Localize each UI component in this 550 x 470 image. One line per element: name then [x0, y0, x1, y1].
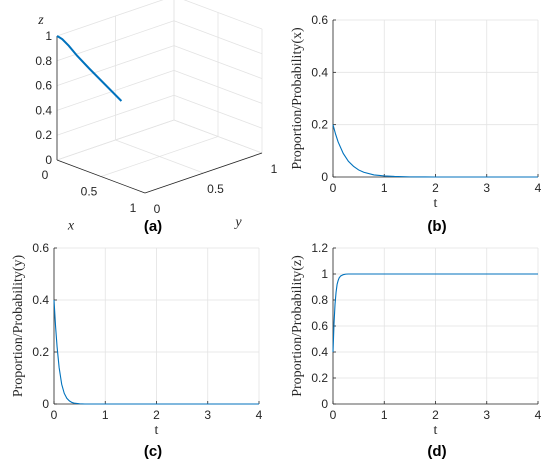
y-tick-label: 1: [321, 267, 328, 281]
x-tick-label: 2: [432, 408, 439, 422]
x-tick-label: 1: [130, 201, 137, 215]
z-tick-label: 1: [45, 29, 52, 43]
series-line: [332, 124, 538, 178]
y-tick-label: 0: [321, 397, 328, 411]
y-axis-label: Proportion/Probability(y): [11, 255, 26, 398]
x-tick-label: 1: [381, 181, 388, 195]
grid-line-y: [173, 119, 263, 154]
z-tick-label: 0: [45, 153, 52, 167]
y-axis-label: Proportion/Probability(x): [290, 27, 305, 170]
y-axis-label: y: [233, 215, 242, 230]
x-axis-label: x: [67, 219, 75, 234]
x-tick-label: 0: [42, 168, 49, 182]
x-tick-label: 1: [381, 408, 388, 422]
x-axis-label: t: [155, 423, 159, 438]
y-tick-label: 0.5: [207, 182, 224, 196]
x-tick-label: 0: [330, 181, 337, 195]
x-axis: [56, 159, 146, 194]
y-axis: [144, 152, 263, 194]
series-line: [332, 273, 538, 353]
y-tick-label: 0.2: [311, 118, 328, 132]
z-tick-label: 0.6: [35, 79, 52, 93]
chart-panel-b: 0 1 2 3 4 0 0.2 0.4 0.6 t Proportion/Probability(x…: [290, 13, 542, 211]
y-tick-label: 0.2: [311, 371, 328, 385]
y-tick-label: 0.2: [32, 345, 49, 359]
chart-panel-d: 0 1 2 3 4 0 0.2 0.4 0.6 0.8 1 1.2 t Proportion/Probab…: [290, 241, 542, 438]
y-tick-label: 0.6: [311, 319, 328, 333]
x-tick-label: 3: [483, 408, 490, 422]
y-tick-label: 0.4: [32, 293, 49, 307]
series-line: [56, 35, 123, 102]
y-tick-label: 0: [42, 397, 49, 411]
y-tick-label: 0: [154, 202, 161, 216]
y-tick-label: 0.6: [32, 241, 49, 255]
x-tick-label: 3: [483, 181, 490, 195]
x-axis-label: t: [434, 423, 438, 438]
x-tick-label: 2: [432, 181, 439, 195]
chart-panel-c: 0 1 2 3 4 0 0.2 0.4 0.6 t Proportion/Probability(y…: [11, 241, 263, 438]
y-tick-label: 0.6: [311, 13, 328, 27]
y-tick-label: 0: [321, 170, 328, 184]
panel-label: (b): [427, 218, 446, 235]
x-tick-label: 2: [153, 408, 160, 422]
z-axis-label: z: [37, 13, 44, 28]
x-tick-label: 4: [535, 181, 542, 195]
grid-line-y: [115, 139, 204, 174]
panel-label: (d): [427, 443, 446, 460]
x-tick-label: 4: [256, 408, 263, 422]
y-tick-label: 1: [271, 162, 278, 176]
series-line: [53, 299, 259, 405]
y-tick-label: 0.4: [311, 345, 328, 359]
x-tick-label: 4: [535, 408, 542, 422]
y-tick-label: 0.8: [311, 293, 328, 307]
x-tick-label: 3: [204, 408, 211, 422]
z-tick-label: 0.2: [35, 128, 52, 142]
y-tick-label: 0.4: [311, 65, 328, 79]
x-tick-label: 0.5: [81, 185, 98, 199]
panel-label: (c): [144, 443, 162, 460]
panel-label: (a): [144, 218, 162, 235]
x-tick-label: 0: [51, 408, 58, 422]
y-tick-label: 1.2: [311, 241, 328, 255]
y-axis-label: Proportion/Probability(z): [290, 255, 305, 397]
z-tick-label: 0.4: [35, 103, 52, 117]
x-tick-label: 0: [330, 408, 337, 422]
z-tick-label: 0.8: [35, 54, 52, 68]
x-tick-label: 1: [102, 408, 109, 422]
x-axis-label: t: [434, 196, 438, 211]
